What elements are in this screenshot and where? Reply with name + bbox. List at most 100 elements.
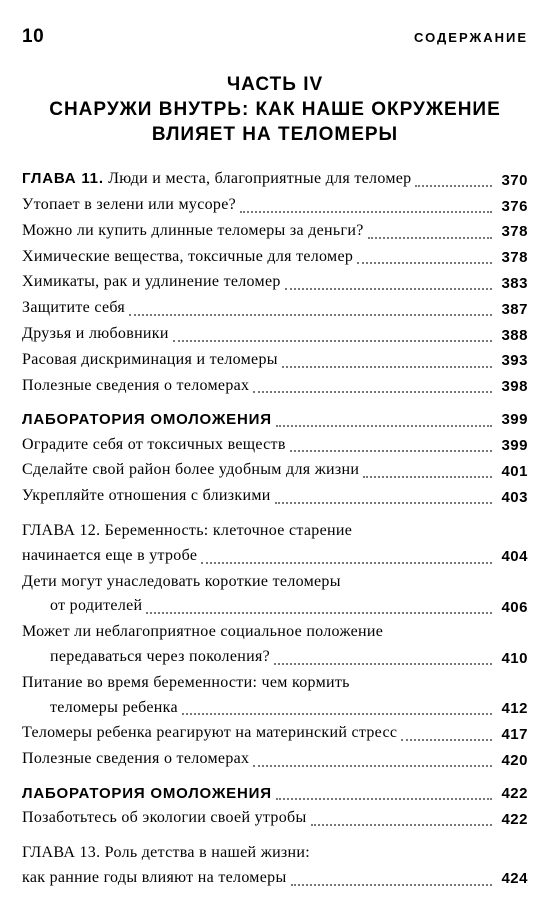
toc-text: Полезные сведения о теломерах — [22, 747, 249, 772]
dot-leader — [285, 288, 492, 290]
toc-entry: Укрепляйте отношения с близкими 403 — [22, 484, 528, 509]
toc-text: Утопает в зелени или мусоре? — [22, 193, 236, 218]
toc-entry: Расовая дискриминация и теломеры 393 — [22, 348, 528, 373]
toc-entry: от родителей 406 — [22, 594, 528, 619]
chapter-label: ГЛАВА 11. — [22, 170, 104, 187]
toc-entry: Позаботьтесь об экологии своей утробы 422 — [22, 806, 528, 831]
dot-leader — [253, 391, 492, 393]
toc-chapter: ГЛАВА 13. Роль детства в нашей жизни: — [22, 841, 528, 866]
page-number: 10 — [22, 26, 44, 48]
toc-text: Позаботьтесь об экологии своей утробы — [22, 806, 307, 831]
toc-entry: Дети могут унаследовать короткие теломер… — [22, 570, 528, 595]
dot-leader — [253, 765, 492, 767]
toc-page: 424 — [496, 867, 528, 890]
toc-text: Химические вещества, токсичные для телом… — [22, 245, 353, 270]
toc-entry: Утопает в зелени или мусоре? 376 — [22, 193, 528, 218]
dot-leader — [276, 798, 492, 800]
toc-entry: Можно ли купить длинные теломеры за день… — [22, 219, 528, 244]
toc-page: 401 — [496, 460, 528, 483]
dot-leader — [290, 450, 492, 452]
chapter-label: ГЛАВА 13. — [22, 844, 100, 861]
toc-page: 383 — [496, 272, 528, 295]
toc-page: 398 — [496, 375, 528, 398]
dot-leader — [368, 237, 492, 239]
toc-section: ЛАБОРАТОРИЯ ОМОЛОЖЕНИЯ 399 — [22, 408, 528, 431]
toc-text: Оградите себя от токсичных веществ — [22, 433, 286, 458]
toc-text: ГЛАВА 11. Люди и места, благоприятные дл… — [22, 167, 411, 192]
dot-leader — [275, 502, 492, 504]
toc-page: 378 — [496, 220, 528, 243]
toc-text: Расовая дискриминация и теломеры — [22, 348, 278, 373]
toc-page: 388 — [496, 324, 528, 347]
toc-text: ЛАБОРАТОРИЯ ОМОЛОЖЕНИЯ — [22, 782, 272, 805]
toc-text: ЛАБОРАТОРИЯ ОМОЛОЖЕНИЯ — [22, 408, 272, 431]
toc-entry: передаваться через поколения? 410 — [22, 645, 528, 670]
toc-page: 393 — [496, 349, 528, 372]
toc-text: передаваться через поколения? — [22, 645, 270, 670]
toc-text: Химикаты, рак и удлинение теломер — [22, 270, 281, 295]
toc-entry: Питание во время беременности: чем корми… — [22, 671, 528, 696]
toc-text: Сделайте свой район более удобным для жи… — [22, 458, 359, 483]
dot-leader — [182, 713, 492, 715]
toc-page: 410 — [496, 647, 528, 670]
toc: ГЛАВА 11. Люди и места, благоприятные дл… — [22, 167, 528, 890]
dot-leader — [274, 663, 492, 665]
toc-text: Полезные сведения о теломерах — [22, 374, 249, 399]
toc-page: 422 — [496, 782, 528, 805]
dot-leader — [240, 211, 492, 213]
toc-text: Можно ли купить длинные теломеры за день… — [22, 219, 364, 244]
toc-text: начинается еще в утробе — [22, 544, 197, 569]
toc-entry: Защитите себя 387 — [22, 296, 528, 321]
toc-page: 399 — [496, 408, 528, 431]
toc-page: 422 — [496, 808, 528, 831]
toc-page: 404 — [496, 545, 528, 568]
toc-section: ЛАБОРАТОРИЯ ОМОЛОЖЕНИЯ 422 — [22, 782, 528, 805]
toc-entry: Химикаты, рак и удлинение теломер 383 — [22, 270, 528, 295]
toc-text: Укрепляйте отношения с близкими — [22, 484, 271, 509]
toc-page: 412 — [496, 697, 528, 720]
part-heading: ЧАСТЬ IV СНАРУЖИ ВНУТРЬ: КАК НАШЕ ОКРУЖЕ… — [22, 72, 528, 147]
toc-page: 403 — [496, 486, 528, 509]
toc-chapter: ГЛАВА 12. Беременность: клеточное старен… — [22, 519, 528, 544]
dot-leader — [282, 366, 492, 368]
dot-leader — [357, 262, 492, 264]
toc-page: 376 — [496, 195, 528, 218]
dot-leader — [129, 314, 492, 316]
part-line: СНАРУЖИ ВНУТРЬ: КАК НАШЕ ОКРУЖЕНИЕ — [22, 97, 528, 122]
dot-leader — [173, 340, 492, 342]
dot-leader — [415, 185, 492, 187]
header-label: СОДЕРЖАНИЕ — [414, 30, 528, 45]
toc-page: 370 — [496, 169, 528, 192]
toc-entry: теломеры ребенка 412 — [22, 696, 528, 721]
toc-entry: начинается еще в утробе 404 — [22, 544, 528, 569]
toc-chapter: ГЛАВА 11. Люди и места, благоприятные дл… — [22, 167, 528, 192]
toc-entry: Химические вещества, токсичные для телом… — [22, 245, 528, 270]
dot-leader — [146, 612, 492, 614]
toc-page: 420 — [496, 749, 528, 772]
toc-entry: Друзья и любовники388 — [22, 322, 528, 347]
dot-leader — [276, 425, 492, 427]
toc-text: теломеры ребенка — [22, 696, 178, 721]
dot-leader — [291, 884, 493, 886]
toc-text: Защитите себя — [22, 296, 125, 321]
page-header: 10 СОДЕРЖАНИЕ — [22, 26, 528, 48]
dot-leader — [201, 562, 492, 564]
part-line: ЧАСТЬ IV — [22, 72, 528, 97]
toc-entry: Сделайте свой район более удобным для жи… — [22, 458, 528, 483]
toc-entry: Полезные сведения о теломерах 420 — [22, 747, 528, 772]
toc-text: от родителей — [22, 594, 142, 619]
toc-page: 387 — [496, 298, 528, 321]
toc-page: 417 — [496, 723, 528, 746]
chapter-label: ГЛАВА 12. — [22, 522, 100, 539]
dot-leader — [311, 824, 493, 826]
toc-entry: Оградите себя от токсичных веществ 399 — [22, 433, 528, 458]
toc-page: 406 — [496, 596, 528, 619]
dot-leader — [363, 476, 492, 478]
toc-entry: Полезные сведения о теломерах 398 — [22, 374, 528, 399]
dot-leader — [401, 739, 492, 741]
toc-entry: Может ли неблагоприятное социальное поло… — [22, 620, 528, 645]
toc-entry: как ранние годы влияют на теломеры 424 — [22, 866, 528, 891]
toc-text: Теломеры ребенка реагируют на матерински… — [22, 721, 397, 746]
toc-page: 399 — [496, 434, 528, 457]
toc-text: как ранние годы влияют на теломеры — [22, 866, 287, 891]
